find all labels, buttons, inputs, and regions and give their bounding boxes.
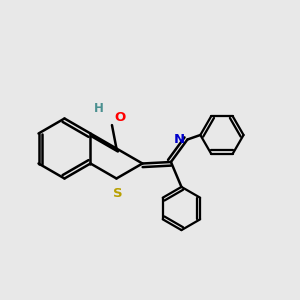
Text: N: N: [173, 133, 184, 146]
Text: H: H: [94, 102, 103, 115]
Text: S: S: [113, 187, 123, 200]
Text: O: O: [114, 111, 126, 124]
